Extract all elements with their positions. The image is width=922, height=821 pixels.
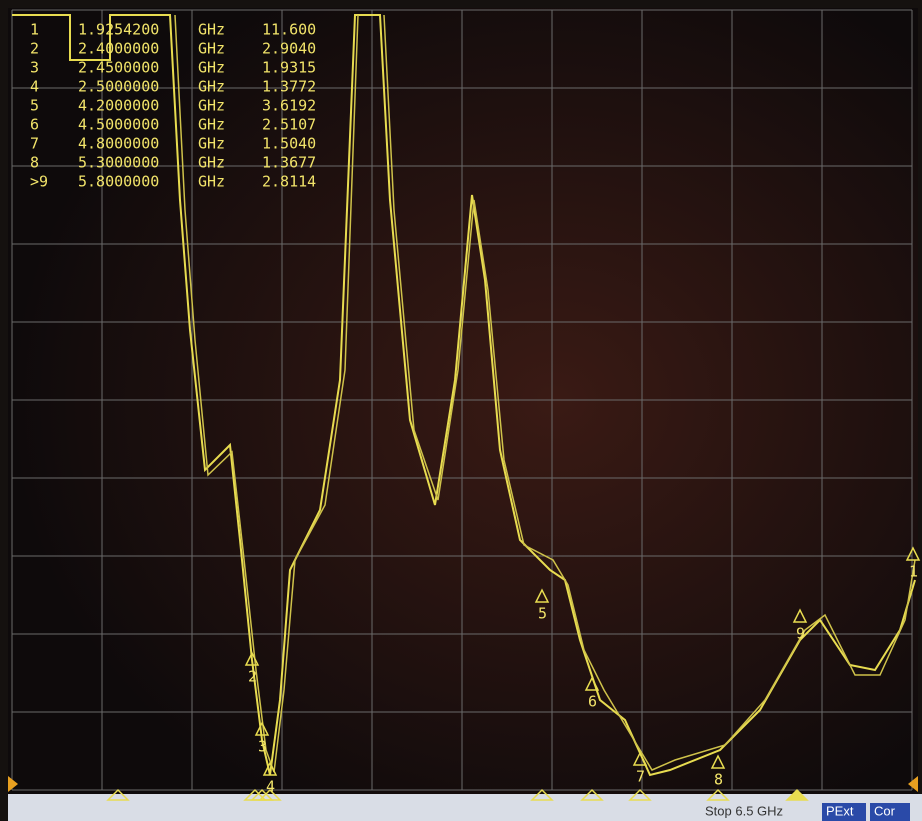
marker-value: 2.5107 [262, 116, 316, 134]
marker-value: 11.600 [262, 21, 316, 39]
pext-indicator: PExt [826, 803, 854, 818]
trace-marker [584, 676, 600, 691]
marker-number: 7 [30, 135, 39, 153]
trace-marker-label: 8 [714, 771, 723, 789]
trace [12, 14, 916, 777]
marker-value: 1.5040 [262, 135, 316, 153]
marker-unit: GHz [198, 135, 225, 153]
marker-number: >9 [30, 173, 48, 191]
trace-marker [244, 651, 260, 666]
marker-arrow [106, 788, 130, 801]
marker-unit: GHz [198, 78, 225, 96]
marker-value: 1.3677 [262, 154, 316, 172]
marker-frequency: 5.8000000 [78, 173, 159, 191]
marker-frequency: 2.4000000 [78, 40, 159, 58]
marker-number: 6 [30, 116, 39, 134]
marker-frequency: 5.3000000 [78, 154, 159, 172]
marker-value: 1.9315 [262, 59, 316, 77]
marker-arrow [580, 788, 604, 801]
status-bar [8, 794, 922, 821]
marker-frequency: 4.2000000 [78, 97, 159, 115]
marker-frequency: 2.4500000 [78, 59, 159, 77]
marker-arrow [530, 788, 554, 801]
trace-marker-label: 2 [248, 668, 257, 686]
trace-marker-label: 6 [588, 693, 597, 711]
trace-marker-label: 7 [636, 768, 645, 786]
grid [11, 9, 913, 791]
trace-marker-label: 4 [266, 778, 275, 796]
cor-box [870, 803, 910, 821]
marker-unit: GHz [198, 116, 225, 134]
trace-marker-label: 5 [538, 605, 547, 623]
marker-unit: GHz [198, 21, 225, 39]
scale-arrow-right [908, 776, 918, 792]
marker-value: 1.3772 [262, 78, 316, 96]
stop-frequency: Stop 6.5 GHz [705, 803, 783, 818]
marker-unit: GHz [198, 40, 225, 58]
marker-frequency: 2.5000000 [78, 78, 159, 96]
pext-box [822, 803, 866, 821]
marker-number: 5 [30, 97, 39, 115]
marker-value: 2.8114 [262, 173, 316, 191]
trace-marker-label: 3 [258, 738, 267, 756]
trace-memory [174, 14, 916, 773]
cor-indicator: Cor [874, 803, 896, 818]
trace-marker [710, 754, 726, 769]
trace-marker [632, 751, 648, 766]
trace-marker [254, 721, 270, 736]
marker-frequency: 1.9254200 [78, 21, 159, 39]
marker-arrow [628, 788, 652, 801]
trace-marker [905, 546, 921, 561]
marker-arrow [258, 788, 282, 801]
marker-unit: GHz [198, 154, 225, 172]
marker-number: 2 [30, 40, 39, 58]
marker-unit: GHz [198, 59, 225, 77]
trace-marker-label: 9 [796, 625, 805, 643]
screen-background [8, 8, 918, 794]
marker-number: 1 [30, 21, 39, 39]
marker-number: 4 [30, 78, 39, 96]
trace-marker [534, 588, 550, 603]
marker-value: 3.6192 [262, 97, 316, 115]
trace-marker-label: 1 [909, 563, 918, 581]
marker-unit: GHz [198, 97, 225, 115]
marker-number: 8 [30, 154, 39, 172]
scale-arrow-left [8, 776, 18, 792]
marker-unit: GHz [198, 173, 225, 191]
marker-number: 3 [30, 59, 39, 77]
marker-frequency: 4.8000000 [78, 135, 159, 153]
trace-marker [792, 608, 808, 623]
marker-arrow [785, 788, 809, 801]
trace-marker [262, 761, 278, 776]
marker-frequency: 4.5000000 [78, 116, 159, 134]
marker-arrow [706, 788, 730, 801]
marker-value: 2.9040 [262, 40, 316, 58]
